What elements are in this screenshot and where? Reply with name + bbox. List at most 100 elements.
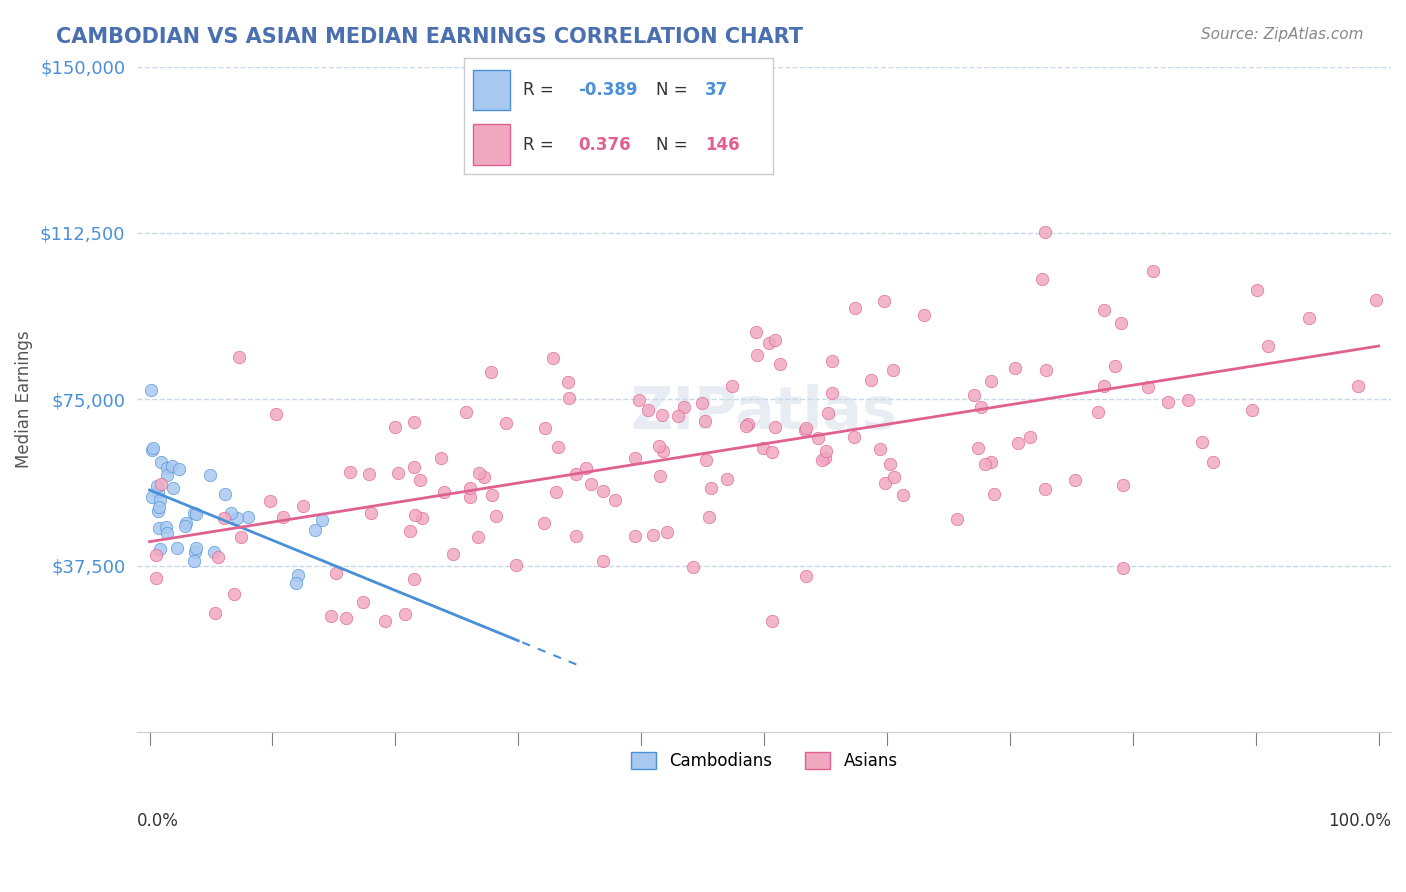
Point bbox=[869, 442, 891, 457]
Point bbox=[384, 420, 406, 434]
Point bbox=[264, 407, 287, 421]
Point bbox=[1191, 434, 1213, 449]
Point bbox=[284, 576, 307, 591]
Point bbox=[202, 545, 225, 559]
Point bbox=[433, 485, 456, 500]
Point bbox=[1347, 379, 1369, 393]
Point bbox=[637, 403, 659, 417]
Point bbox=[441, 547, 464, 561]
Point bbox=[360, 506, 382, 520]
Point bbox=[763, 334, 786, 348]
Point bbox=[763, 420, 786, 434]
Point bbox=[1033, 482, 1056, 496]
Point bbox=[141, 442, 163, 457]
Point bbox=[963, 387, 986, 401]
Point bbox=[533, 421, 555, 435]
Point bbox=[399, 524, 422, 538]
Point bbox=[155, 467, 177, 482]
Point bbox=[1298, 310, 1320, 325]
Point bbox=[1202, 455, 1225, 469]
Point bbox=[184, 541, 207, 556]
Point bbox=[546, 484, 568, 499]
Point bbox=[325, 566, 347, 580]
Point bbox=[1142, 264, 1164, 278]
Point bbox=[212, 511, 235, 525]
Point bbox=[547, 440, 569, 454]
Point bbox=[807, 432, 830, 446]
Point bbox=[145, 549, 167, 563]
Point bbox=[184, 507, 207, 521]
Point bbox=[1064, 473, 1087, 487]
Point bbox=[657, 525, 679, 540]
Point bbox=[148, 500, 170, 514]
Text: 0.0%: 0.0% bbox=[138, 812, 179, 830]
Point bbox=[1092, 303, 1115, 318]
Point bbox=[174, 516, 197, 530]
Text: -0.389: -0.389 bbox=[578, 81, 638, 99]
Point bbox=[155, 519, 177, 533]
Point bbox=[479, 365, 502, 379]
Point bbox=[404, 573, 426, 587]
Point bbox=[352, 594, 374, 608]
Point bbox=[651, 444, 673, 458]
Point bbox=[983, 486, 1005, 500]
Point bbox=[495, 416, 517, 430]
Point bbox=[695, 453, 717, 467]
Point bbox=[1240, 402, 1263, 417]
Point bbox=[150, 455, 173, 469]
Point bbox=[815, 443, 838, 458]
Point bbox=[946, 512, 969, 526]
Point bbox=[564, 529, 586, 543]
Point bbox=[811, 453, 834, 467]
Point bbox=[458, 490, 481, 504]
Point bbox=[1018, 430, 1040, 444]
Point bbox=[198, 468, 221, 483]
Point bbox=[214, 487, 236, 501]
Point bbox=[472, 470, 495, 484]
Point bbox=[794, 569, 817, 583]
Point bbox=[973, 457, 995, 471]
Point bbox=[648, 439, 671, 453]
Point bbox=[970, 401, 993, 415]
Point bbox=[456, 405, 478, 419]
Point bbox=[651, 408, 673, 422]
Point bbox=[146, 503, 169, 517]
Point bbox=[624, 529, 647, 543]
Point bbox=[624, 450, 647, 465]
Point bbox=[893, 488, 915, 502]
Point bbox=[980, 375, 1002, 389]
Point bbox=[204, 606, 226, 620]
Point bbox=[761, 614, 783, 628]
Point bbox=[162, 481, 184, 495]
Point bbox=[682, 559, 704, 574]
Point bbox=[207, 549, 229, 564]
Point bbox=[967, 441, 990, 455]
Point bbox=[402, 415, 425, 429]
Point bbox=[1087, 405, 1109, 419]
Point bbox=[1031, 271, 1053, 285]
Point bbox=[1007, 436, 1029, 450]
Point bbox=[821, 354, 844, 368]
Point bbox=[166, 541, 188, 555]
Text: N =: N = bbox=[655, 136, 693, 154]
Point bbox=[1111, 561, 1133, 575]
Point bbox=[141, 491, 163, 505]
Point bbox=[761, 445, 783, 459]
Point bbox=[374, 614, 396, 628]
Point bbox=[1364, 293, 1386, 307]
Point bbox=[505, 558, 527, 573]
Point bbox=[387, 467, 409, 481]
Point bbox=[860, 373, 883, 387]
Point bbox=[721, 379, 744, 393]
Text: 37: 37 bbox=[706, 81, 728, 99]
Point bbox=[467, 530, 489, 544]
Point bbox=[980, 455, 1002, 469]
Point bbox=[1035, 363, 1057, 377]
Point bbox=[146, 484, 169, 499]
Point bbox=[883, 470, 905, 484]
Point bbox=[394, 607, 416, 621]
Point bbox=[745, 348, 768, 362]
Point bbox=[335, 611, 357, 625]
Point bbox=[183, 554, 205, 568]
Point bbox=[148, 541, 170, 556]
